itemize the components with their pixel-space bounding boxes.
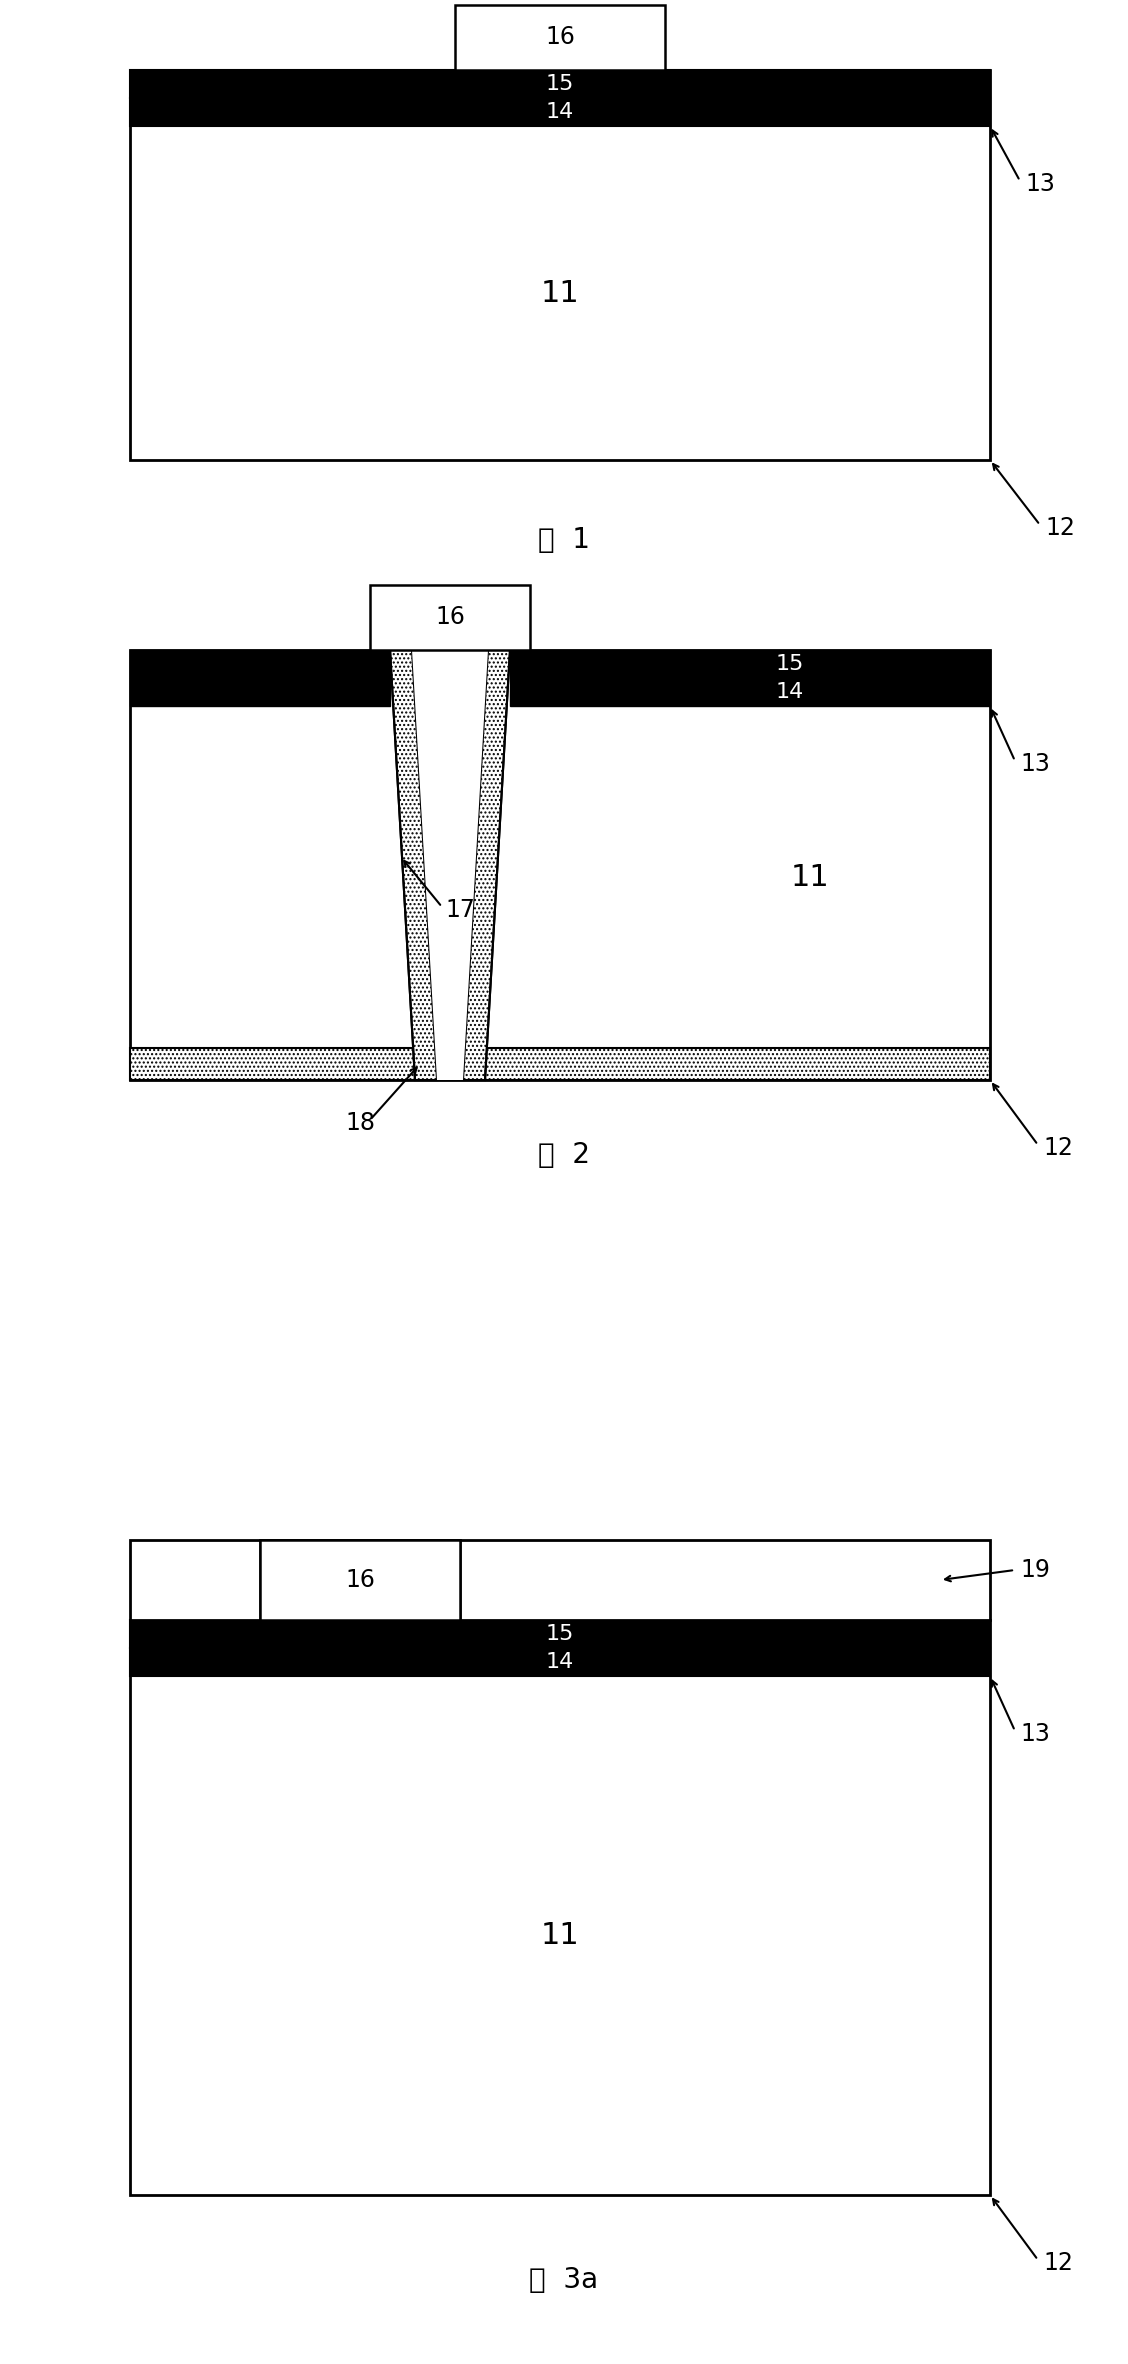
Bar [130,97,990,125]
Text: 16: 16 [345,1567,374,1591]
Text: 14: 14 [546,102,574,123]
Text: 11: 11 [540,279,580,307]
Text: 图  3a: 图 3a [529,2267,599,2293]
Bar [130,1539,259,1619]
Text: 图  2: 图 2 [538,1142,590,1170]
Text: 16: 16 [545,26,575,50]
Text: 13: 13 [1025,173,1055,196]
Bar [130,1619,990,1648]
Polygon shape [462,650,510,1080]
Text: 11: 11 [540,1922,580,1950]
Text: 19: 19 [1020,1558,1050,1582]
Text: 15: 15 [546,73,574,95]
Text: 12: 12 [1043,1137,1073,1161]
Text: 16: 16 [435,605,465,629]
Bar [130,678,390,707]
Polygon shape [390,650,437,1080]
Text: 18: 18 [345,1111,374,1135]
Text: 13: 13 [1020,1721,1050,1747]
Bar [259,1539,460,1619]
Text: 14: 14 [776,681,804,702]
Bar [370,584,530,650]
Bar [130,650,390,678]
Text: 15: 15 [776,655,804,674]
Bar [130,1047,990,1080]
Bar [460,1539,990,1619]
Text: 图  1: 图 1 [538,527,590,553]
Text: 14: 14 [546,1652,574,1671]
Bar [130,71,990,461]
Bar [130,1619,990,2196]
Text: 17: 17 [446,898,475,922]
Bar [130,1648,990,1676]
Polygon shape [412,650,488,1080]
Bar [510,678,990,707]
Bar [510,650,990,678]
Bar [455,5,666,71]
Bar [130,71,990,97]
Bar [259,1539,460,1619]
Text: 12: 12 [1045,515,1075,539]
Text: 15: 15 [546,1624,574,1643]
Bar [130,650,990,1080]
Bar [130,1539,990,1619]
Text: 16: 16 [345,1567,374,1591]
Text: 13: 13 [1020,752,1050,775]
Text: 11: 11 [791,863,829,891]
Text: 12: 12 [1043,2251,1073,2274]
